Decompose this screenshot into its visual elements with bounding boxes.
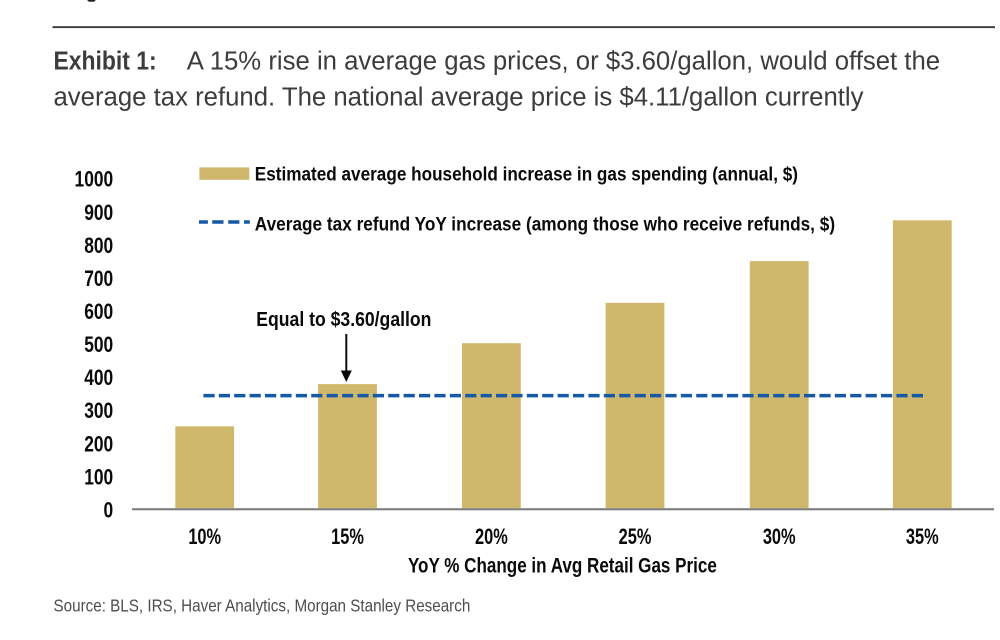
svg-text:700: 700 bbox=[84, 267, 113, 291]
svg-text:900: 900 bbox=[84, 201, 113, 225]
svg-text:Equal to $3.60/gallon: Equal to $3.60/gallon bbox=[256, 308, 431, 330]
svg-text:600: 600 bbox=[84, 300, 113, 324]
svg-text:10%: 10% bbox=[188, 525, 221, 550]
svg-text:Average tax refund YoY increas: Average tax refund YoY increase (among t… bbox=[255, 213, 835, 235]
svg-text:1000: 1000 bbox=[75, 168, 114, 192]
svg-text:average tax refund. The nation: average tax refund. The national average… bbox=[54, 83, 864, 111]
svg-text:800: 800 bbox=[84, 234, 113, 258]
svg-text:Estimated average household in: Estimated average household increase in … bbox=[255, 162, 798, 184]
svg-text:0: 0 bbox=[104, 499, 114, 523]
svg-text:YoY % Change in Avg Retail Gas: YoY % Change in Avg Retail Gas Price bbox=[408, 555, 717, 578]
svg-text:A 15% rise in average gas pric: A 15% rise in average gas prices, or $3.… bbox=[187, 47, 940, 75]
svg-text:300: 300 bbox=[84, 399, 113, 423]
svg-text:30%: 30% bbox=[763, 525, 796, 550]
svg-text:Source: BLS, IRS, Haver Analyt: Source: BLS, IRS, Haver Analytics, Morga… bbox=[54, 597, 471, 616]
svg-text:100: 100 bbox=[84, 465, 113, 489]
svg-text:35%: 35% bbox=[906, 525, 939, 550]
svg-text:Exhibit 1:: Exhibit 1: bbox=[54, 47, 157, 76]
svg-text:500: 500 bbox=[84, 333, 113, 357]
svg-text:20%: 20% bbox=[475, 525, 508, 550]
svg-text:15%: 15% bbox=[331, 525, 364, 550]
svg-text:400: 400 bbox=[84, 366, 113, 390]
svg-text:25%: 25% bbox=[619, 525, 652, 550]
svg-text:200: 200 bbox=[84, 432, 113, 456]
